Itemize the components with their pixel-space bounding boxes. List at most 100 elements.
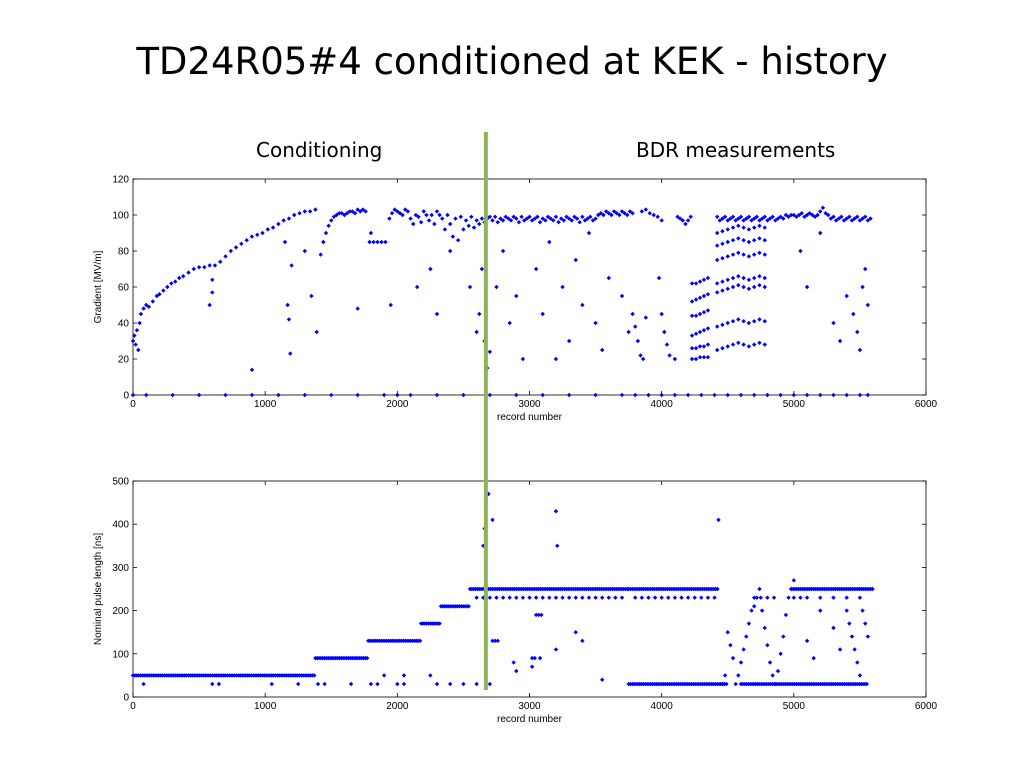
data-point [693, 346, 699, 351]
data-point [823, 211, 828, 216]
data-point [613, 595, 618, 600]
y-tick-label: 120 [112, 175, 129, 186]
data-point [173, 279, 178, 284]
data-point [679, 595, 684, 600]
data-point [577, 220, 582, 225]
data-point [720, 681, 725, 687]
y-tick-label: 300 [112, 563, 129, 574]
data-point [339, 211, 345, 216]
data-points [130, 205, 873, 398]
y-tick-label: 20 [118, 355, 130, 366]
data-point [622, 211, 627, 216]
data-point [640, 356, 646, 362]
data-point [553, 647, 559, 652]
data-point [815, 212, 820, 218]
data-point [646, 392, 651, 398]
data-point [810, 212, 815, 218]
data-point [533, 595, 539, 600]
data-point [712, 595, 717, 600]
data-point [630, 211, 635, 216]
y-tick-label: 200 [112, 606, 129, 617]
data-point [286, 216, 292, 221]
data-point [368, 230, 374, 236]
data-point [778, 651, 783, 656]
data-point [487, 349, 493, 354]
data-point [244, 238, 249, 243]
data-point [714, 324, 720, 329]
data-point [638, 353, 643, 358]
data-point [186, 270, 191, 275]
data-point [574, 216, 580, 221]
data-point [619, 209, 625, 214]
data-point [196, 392, 202, 398]
data-point [722, 673, 728, 678]
data-point [701, 355, 707, 360]
data-point [593, 320, 598, 326]
data-point [837, 647, 843, 652]
data-point [847, 621, 852, 626]
data-point [825, 212, 831, 218]
data-point [150, 299, 156, 304]
x-tick-label: 5000 [783, 399, 806, 410]
data-point [863, 214, 868, 219]
data-point [487, 681, 493, 687]
data-point [738, 214, 744, 219]
data-point [169, 281, 174, 286]
data-point [410, 221, 416, 227]
data-point [857, 595, 863, 600]
data-point [736, 236, 741, 241]
data-point [705, 292, 711, 297]
data-point [481, 543, 486, 548]
data-point [417, 638, 423, 644]
x-tick-label: 3000 [518, 701, 541, 712]
data-point [725, 286, 730, 291]
data-point [775, 216, 781, 221]
data-point [705, 275, 711, 281]
data-point [736, 250, 741, 255]
data-point [757, 317, 762, 322]
data-point [269, 681, 274, 687]
data-point [553, 595, 559, 600]
data-point [746, 239, 752, 245]
data-point [855, 329, 860, 335]
data-point [532, 655, 537, 661]
data-point [223, 392, 228, 398]
data-point [868, 216, 873, 221]
data-point [831, 595, 836, 600]
data-point [582, 218, 588, 223]
data-point [759, 608, 765, 613]
data-point [765, 392, 770, 398]
data-point [849, 634, 855, 639]
x-tick-label: 0 [130, 701, 136, 712]
data-point [495, 220, 500, 225]
data-point [619, 595, 625, 600]
data-point [751, 284, 757, 290]
data-point [720, 241, 725, 246]
data-points [130, 491, 875, 687]
data-point [841, 218, 847, 223]
data-point [551, 218, 556, 223]
data-point [134, 328, 140, 333]
data-point [685, 218, 691, 223]
data-point [715, 586, 720, 592]
data-point [730, 225, 736, 230]
data-point [751, 216, 757, 221]
y-tick-label: 100 [112, 649, 129, 660]
data-point [855, 214, 860, 219]
data-point [367, 239, 372, 245]
data-point [132, 333, 137, 338]
data-point [730, 238, 736, 243]
data-point [408, 216, 413, 221]
data-point [804, 595, 810, 600]
data-point [746, 254, 752, 259]
data-point [437, 212, 442, 218]
data-point [714, 347, 720, 353]
data-point [786, 214, 791, 219]
data-point [741, 284, 746, 290]
data-point [765, 595, 770, 600]
data-point [716, 517, 721, 523]
data-point [548, 216, 553, 221]
data-point [701, 293, 707, 299]
data-point [701, 310, 707, 315]
data-point [154, 293, 159, 299]
